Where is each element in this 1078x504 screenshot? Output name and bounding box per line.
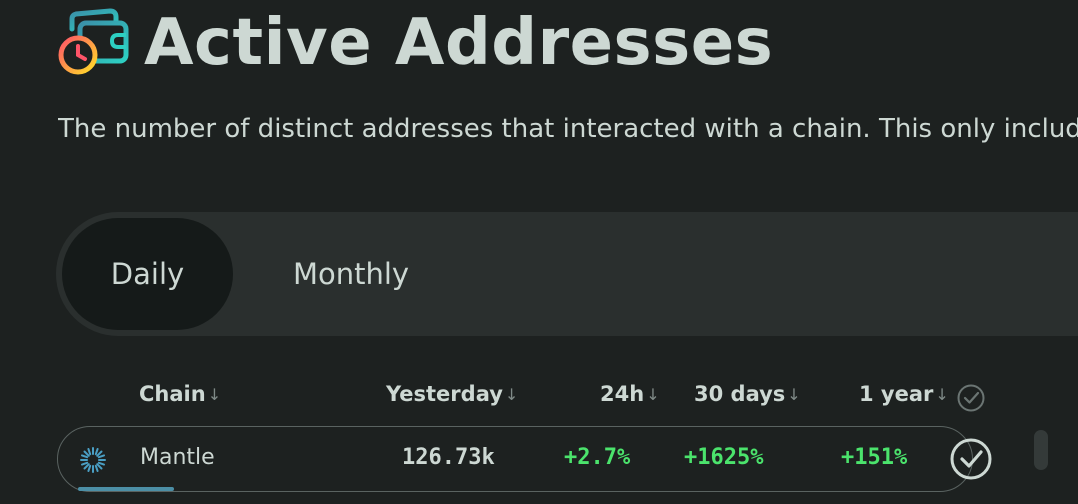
scrollbar[interactable] (1034, 430, 1048, 470)
column-label-chain: Chain (139, 382, 206, 406)
tab-daily-label: Daily (110, 257, 185, 291)
tab-monthly[interactable]: Monthly (256, 218, 446, 330)
page-title: Active Addresses (144, 6, 774, 80)
change-1y: +151% (841, 445, 908, 470)
value-yesterday: 126.73k (402, 445, 495, 470)
arrow-down-icon: ↓ (935, 384, 949, 404)
change-24h: +2.7% (564, 445, 631, 470)
row-value-bar (78, 487, 174, 491)
arrow-down-icon: ↓ (504, 384, 519, 404)
column-header-yesterday[interactable]: Yesterday ↓ (386, 382, 518, 406)
row-select-check-icon[interactable] (946, 434, 996, 484)
page-header: Active Addresses (56, 0, 773, 86)
select-all-check-icon[interactable] (956, 383, 986, 413)
column-header-30d[interactable]: 30 days ↓ (694, 382, 801, 406)
tab-daily[interactable]: Daily (62, 218, 233, 330)
wallet-clock-icon (56, 5, 132, 81)
arrow-down-icon: ↓ (787, 384, 801, 404)
column-header-24h[interactable]: 24h ↓ (600, 382, 660, 406)
table-row[interactable]: Mantle 126.73k +2.7% +1625% +151% (57, 426, 973, 492)
column-header-chain[interactable]: Chain ↓ (139, 382, 221, 406)
column-label-30d: 30 days (694, 382, 786, 406)
column-header-1y[interactable]: 1 year ↓ (859, 382, 949, 406)
column-label-yesterday: Yesterday (386, 382, 503, 406)
chain-name: Mantle (140, 445, 215, 470)
column-label-24h: 24h (600, 382, 645, 406)
mantle-icon (80, 447, 106, 473)
arrow-down-icon: ↓ (207, 384, 222, 404)
arrow-down-icon: ↓ (646, 384, 660, 404)
page-description: The number of distinct addresses that in… (58, 114, 1078, 144)
timespan-tabs: Daily Monthly (56, 212, 1078, 336)
change-30d: +1625% (684, 445, 764, 470)
column-label-1y: 1 year (859, 382, 934, 406)
tab-monthly-label: Monthly (292, 257, 410, 291)
